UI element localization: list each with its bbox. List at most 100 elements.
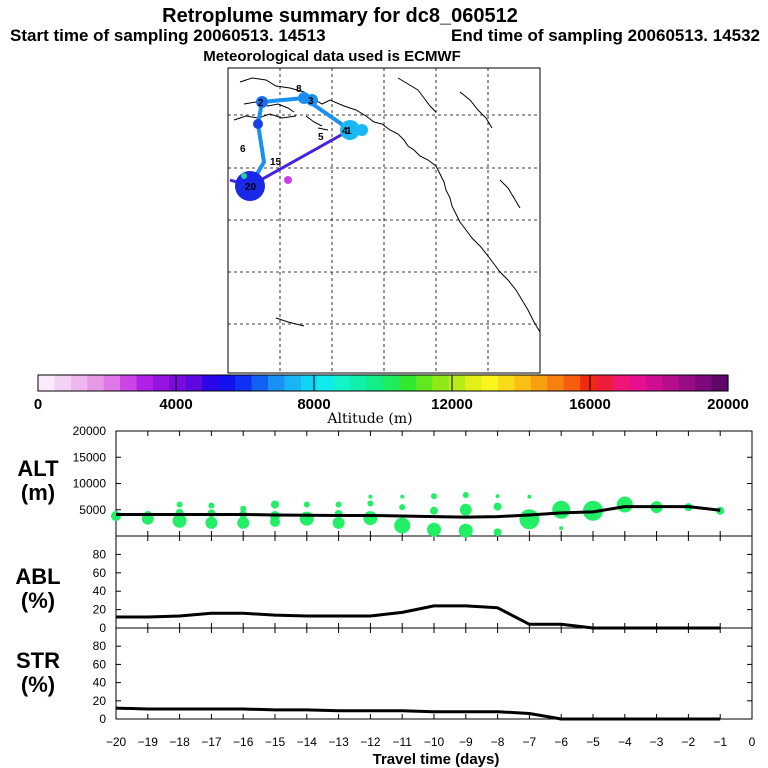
altitude-bubble — [303, 501, 310, 508]
x-tick-label: −17 — [201, 735, 222, 749]
altitude-bubble — [208, 502, 215, 509]
colorbar-cell — [251, 375, 269, 391]
colorbar-cell — [662, 375, 680, 391]
colorbar-cell — [530, 375, 548, 391]
met-data-text: Meteorological data used is ECMWF — [203, 48, 461, 65]
colorbar-cell — [70, 375, 88, 391]
y-tick-label: 10000 — [73, 477, 107, 491]
alt-series-line — [116, 505, 721, 519]
trajectory-bubble — [253, 119, 263, 129]
y-tick-label: 20 — [93, 603, 107, 617]
altitude-bubble — [237, 516, 250, 529]
x-tick-label: −18 — [169, 735, 190, 749]
colorbar-label: Altitude (m) — [326, 411, 412, 427]
colorbar-tick-label: 16000 — [569, 396, 611, 413]
altitude-bubble — [459, 503, 472, 516]
y-tick-label: 20 — [93, 694, 107, 708]
colorbar-cell — [432, 375, 450, 391]
colorbar-cell — [695, 375, 713, 391]
altitude-bubble — [205, 516, 218, 529]
x-tick-label: −4 — [618, 735, 632, 749]
trajectory-bubble — [356, 124, 368, 136]
x-tick-label: −7 — [523, 735, 537, 749]
altitude-bubble — [495, 494, 500, 499]
trajectory-bubble — [284, 176, 292, 184]
altitude-bubble — [176, 501, 183, 508]
altitude-bubble — [493, 502, 502, 511]
colorbar-cell — [366, 375, 384, 391]
colorbar-cell — [185, 375, 203, 391]
altitude-bubble — [430, 506, 438, 515]
altitude-bubble — [240, 505, 247, 512]
altitude-bubble — [399, 504, 406, 511]
x-axis-ticks: −20 −19 −18 −17 −16 −15 −14 −13 −12 −11 −10 −9 −8 −7−… — [106, 735, 756, 749]
coastlines — [233, 77, 541, 333]
x-tick-label: −6 — [554, 735, 568, 749]
colorbar-cell — [169, 375, 187, 391]
altitude-bubble — [368, 494, 373, 499]
x-tick-label: −20 — [106, 735, 127, 749]
colorbar-cell — [481, 375, 499, 391]
trajectory-bubble — [306, 94, 318, 106]
altitude-bubble — [527, 494, 532, 499]
colorbar-cell — [268, 375, 286, 391]
y-tick-label: 80 — [93, 639, 107, 653]
colorbar-cell — [300, 375, 318, 391]
colorbar-cell — [563, 375, 581, 391]
altitude-bubble — [363, 511, 378, 526]
x-tick-label: −2 — [682, 735, 696, 749]
abl-panel-title: ABL (%) — [15, 564, 60, 613]
altitude-bubble — [111, 511, 121, 522]
colorbar-cell — [645, 375, 663, 391]
altitude-bubble — [427, 522, 441, 537]
colorbar-cell — [678, 375, 696, 391]
trajectory-day-label: 1 — [346, 126, 352, 137]
y-tick-label: 80 — [93, 547, 107, 561]
colorbar-cell — [596, 375, 614, 391]
colorbar-tick-label: 20000 — [707, 396, 749, 413]
colorbar-cell — [465, 375, 483, 391]
x-tick-label: −3 — [650, 735, 664, 749]
y-tick-label: 20000 — [73, 424, 107, 438]
str-panel-title: STR (%) — [16, 648, 60, 697]
x-tick-label: −12 — [360, 735, 381, 749]
altitude-bubble — [400, 494, 405, 499]
colorbar-cell — [202, 375, 220, 391]
trajectory-bubble — [241, 173, 247, 179]
altitude-bubble — [367, 500, 374, 507]
y-tick-label: 40 — [93, 676, 107, 690]
colorbar-cell — [580, 375, 598, 391]
altitude-bubble — [394, 517, 411, 534]
trajectory-day-label: 5 — [318, 132, 324, 143]
x-tick-label: −11 — [392, 735, 412, 749]
altitude-bubble — [172, 513, 187, 528]
abl-series-line — [116, 604, 721, 630]
colorbar-cell — [54, 375, 72, 391]
trajectory-bubble — [340, 120, 360, 140]
altitude-bubble — [332, 516, 345, 529]
colorbar-cell — [399, 375, 417, 391]
trajectory-day-label: 2 — [258, 98, 264, 109]
x-tick-label: −10 — [424, 735, 445, 749]
y-tick-label: 60 — [93, 657, 107, 671]
y-tick-label: 0 — [99, 621, 106, 635]
colorbar-cell — [235, 375, 253, 391]
x-tick-label: −19 — [138, 735, 159, 749]
panel-frames — [115, 430, 753, 720]
altitude-bubble — [559, 526, 564, 531]
y-tick-label: 60 — [93, 566, 107, 580]
colorbar-cells — [38, 375, 729, 391]
colorbar-cell — [350, 375, 368, 391]
y-tick-label: 0 — [99, 712, 106, 726]
x-tick-label: −15 — [265, 735, 286, 749]
colorbar-cell — [38, 375, 56, 391]
x-axis-label: Travel time (days) — [373, 751, 500, 768]
chart-title: Retroplume summary for dc8_060512 — [162, 5, 518, 27]
colorbar: 0 4000 8000 12000 16000 20000 Altitude (m) — [34, 374, 749, 427]
map-panel: 1 2 3 4 5 6 8 15 20 — [227, 67, 541, 374]
end-time-text: End time of sampling 20060513. 14532 — [451, 26, 760, 45]
trajectory-day-label: 8 — [296, 84, 302, 95]
y-tick-label: 5000 — [79, 503, 106, 517]
